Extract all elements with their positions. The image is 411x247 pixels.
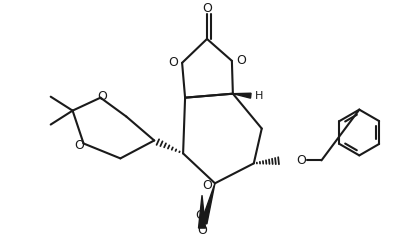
Text: O: O	[75, 139, 85, 152]
Text: O: O	[202, 179, 212, 192]
Polygon shape	[199, 195, 206, 228]
Text: O: O	[97, 90, 107, 103]
Text: O: O	[202, 1, 212, 15]
Polygon shape	[201, 183, 215, 224]
Text: O: O	[297, 154, 307, 167]
Text: O: O	[195, 209, 205, 222]
Text: O: O	[197, 224, 207, 237]
Text: O: O	[168, 56, 178, 69]
Polygon shape	[233, 93, 251, 98]
Text: H: H	[254, 91, 263, 101]
Text: O: O	[236, 54, 246, 67]
